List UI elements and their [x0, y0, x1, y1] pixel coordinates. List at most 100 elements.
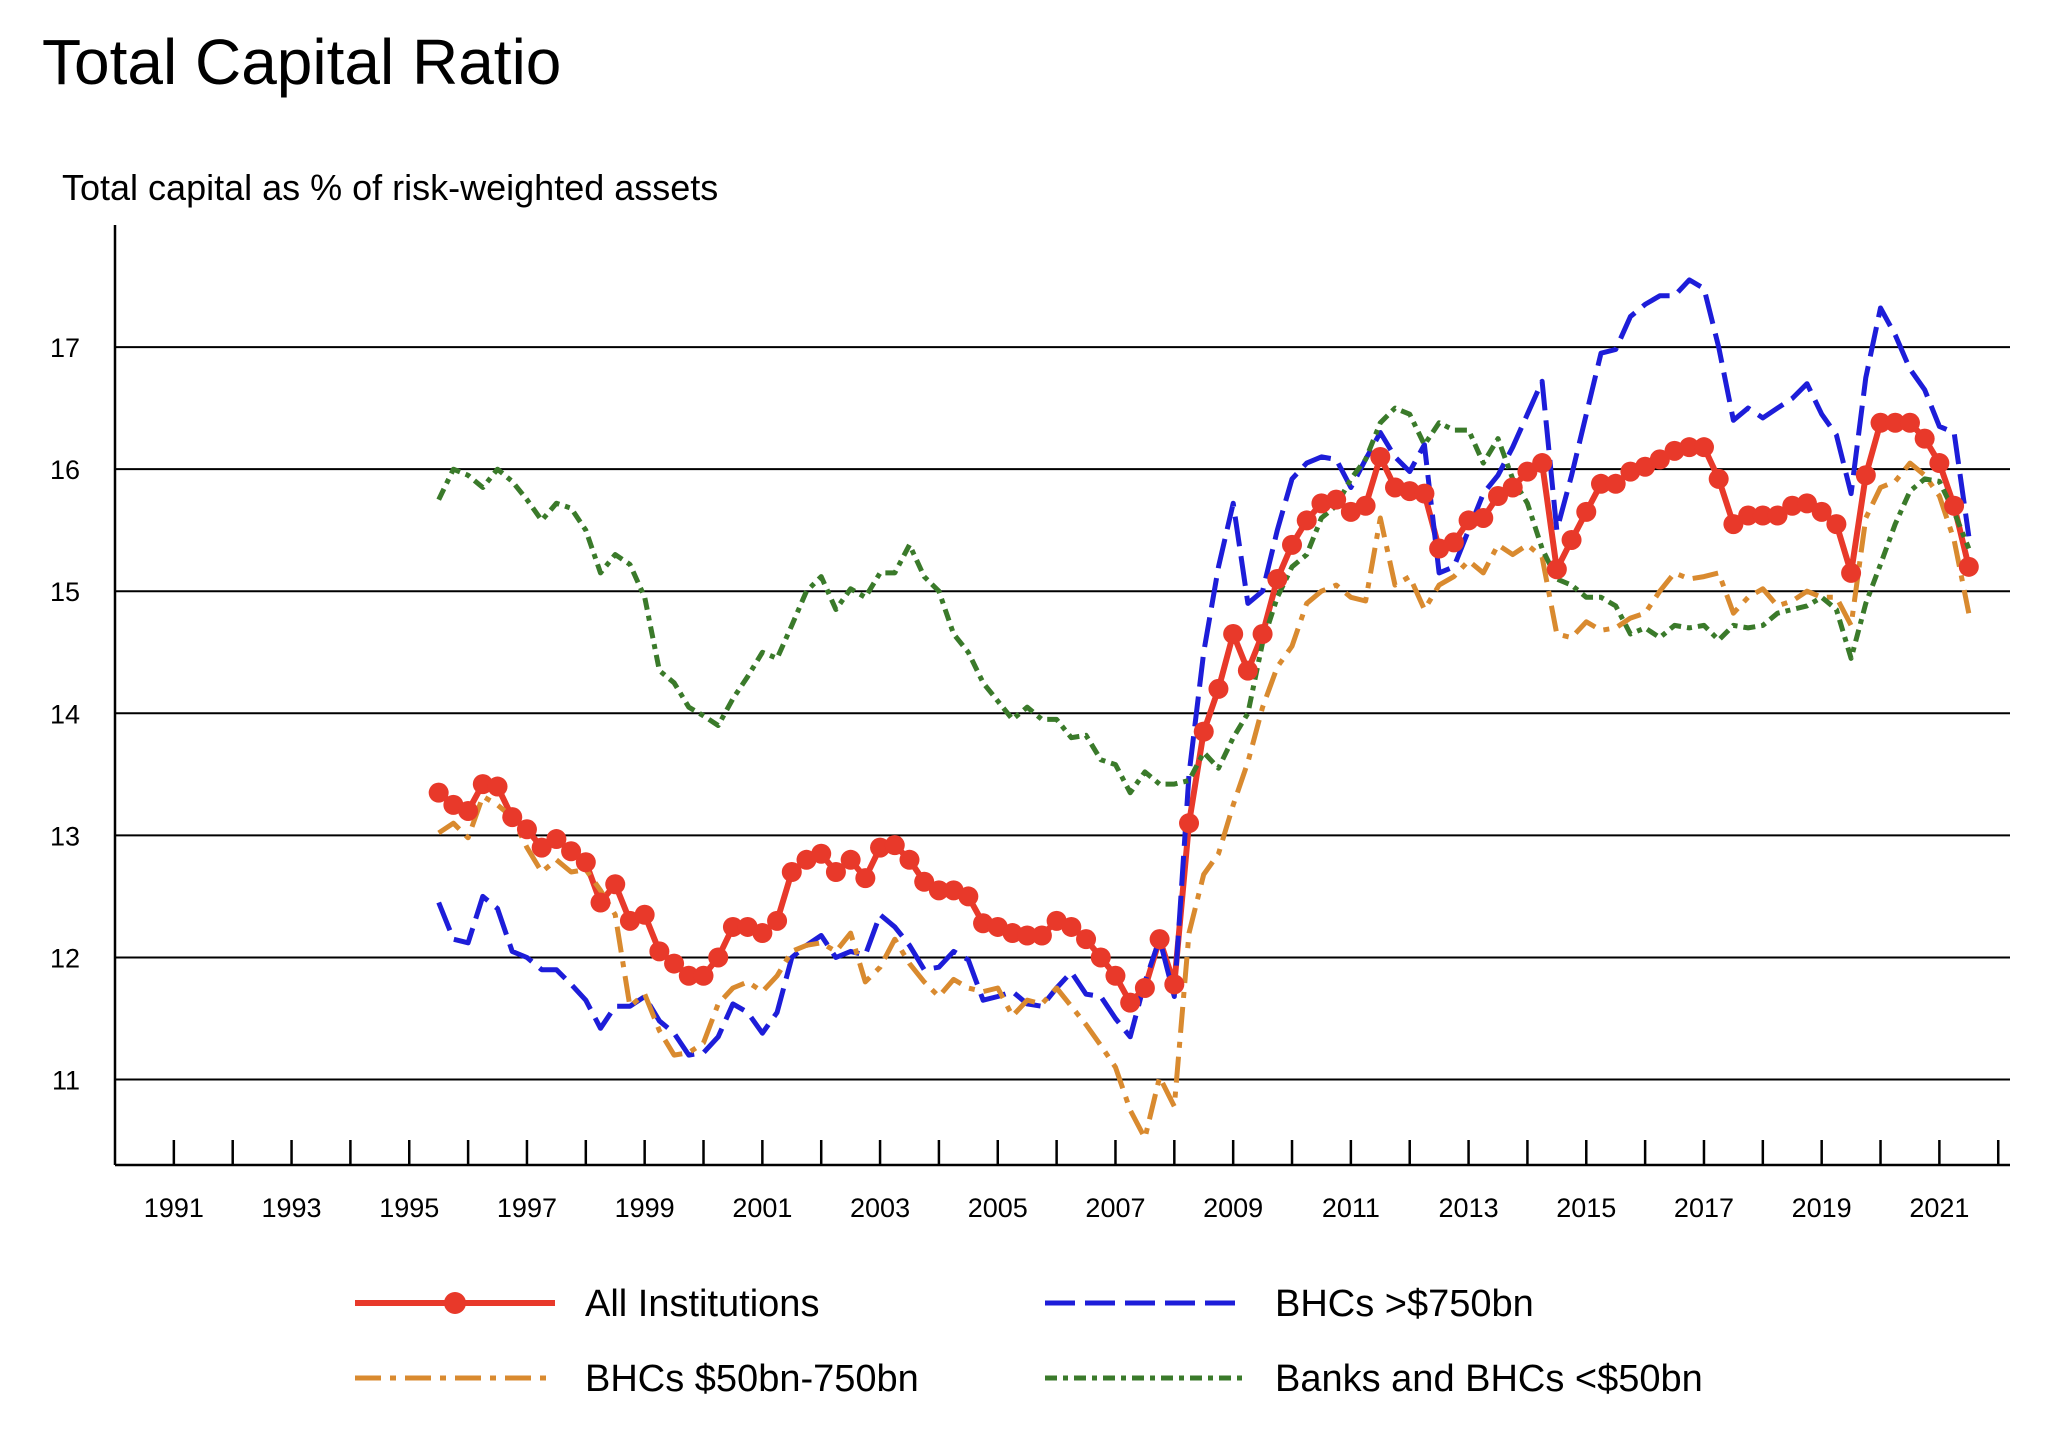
data-point: [1502, 477, 1523, 498]
series-line-3: [436, 405, 1972, 796]
data-point: [1782, 495, 1803, 516]
data-point: [1914, 428, 1935, 449]
data-point: [1796, 493, 1817, 514]
data-point: [428, 782, 449, 803]
data-point: [1061, 916, 1082, 937]
data-point: [1105, 965, 1126, 986]
ytick-label: 14: [50, 699, 80, 729]
ytick-label: 12: [50, 943, 80, 973]
data-point: [825, 862, 846, 883]
data-point: [840, 849, 861, 870]
data-point: [634, 904, 655, 925]
data-point: [1693, 437, 1714, 458]
data-point: [914, 871, 935, 892]
chart-subtitle: Total capital as % of risk-weighted asse…: [62, 167, 719, 208]
data-point: [752, 923, 773, 944]
xtick-label: 1999: [615, 1193, 675, 1223]
legend-label: All Institutions: [585, 1283, 819, 1325]
data-point: [1458, 510, 1479, 531]
data-point: [1326, 489, 1347, 510]
data-point: [1517, 461, 1538, 482]
data-point: [1855, 465, 1876, 486]
data-point: [516, 819, 537, 840]
data-point: [1944, 495, 1965, 516]
series-lines: [428, 277, 1979, 1141]
data-point: [811, 843, 832, 864]
data-point: [1546, 559, 1567, 580]
data-point: [1532, 453, 1553, 474]
data-point: [678, 965, 699, 986]
data-point: [1134, 977, 1155, 998]
xtick-label: 2015: [1556, 1193, 1616, 1223]
series-line-1: [436, 277, 1972, 1058]
data-point: [1399, 481, 1420, 502]
xtick-label: 2009: [1203, 1193, 1263, 1223]
data-point: [1561, 529, 1582, 550]
xtick-label: 2003: [850, 1193, 910, 1223]
data-point: [1767, 505, 1788, 526]
ytick-label: 17: [50, 333, 80, 363]
data-point: [531, 837, 552, 858]
data-point: [1487, 486, 1508, 507]
ytick-label: 13: [50, 821, 80, 851]
data-point: [1958, 556, 1979, 577]
data-point: [1826, 514, 1847, 535]
data-point: [1208, 678, 1229, 699]
data-point: [1811, 501, 1832, 522]
data-point: [1296, 510, 1317, 531]
data-point: [1414, 483, 1435, 504]
ytick-label: 11: [52, 1066, 80, 1096]
data-point: [649, 941, 670, 962]
axes: 11 12 13 14 15 16 17 1991 1993 1995 1997 1999 2001 20…: [50, 225, 2010, 1223]
xtick-label: 2019: [1792, 1193, 1852, 1223]
data-point: [1870, 412, 1891, 433]
data-point: [781, 862, 802, 883]
data-point: [958, 886, 979, 907]
data-point: [561, 841, 582, 862]
data-point: [1841, 562, 1862, 583]
data-point: [693, 965, 714, 986]
data-point: [1120, 992, 1141, 1013]
data-point: [1738, 505, 1759, 526]
data-point: [1252, 623, 1273, 644]
data-point: [1370, 446, 1391, 467]
data-point: [1282, 534, 1303, 555]
data-point: [605, 874, 626, 895]
data-point: [546, 829, 567, 850]
chart-title: Total Capital Ratio: [42, 26, 562, 98]
data-point: [899, 849, 920, 870]
data-point: [664, 953, 685, 974]
data-point: [1708, 468, 1729, 489]
xtick-label: 1997: [497, 1193, 557, 1223]
gridlines: [115, 346, 2010, 1081]
data-point: [767, 910, 788, 931]
data-point: [1576, 501, 1597, 522]
xtick-label: 2021: [1909, 1193, 1969, 1223]
data-point: [855, 868, 876, 889]
xtick-label: 2011: [1322, 1193, 1380, 1223]
xtick-label: 1991: [144, 1193, 204, 1223]
data-point: [1752, 505, 1773, 526]
data-point: [1590, 473, 1611, 494]
data-point: [575, 852, 596, 873]
data-point: [1017, 925, 1038, 946]
xtick-label: 2017: [1674, 1193, 1734, 1223]
data-point: [1223, 623, 1244, 644]
data-point: [1164, 974, 1185, 995]
legend-label: Banks and BHCs <$50bn: [1275, 1358, 1703, 1400]
data-point: [487, 776, 508, 797]
series-line-2: [437, 460, 1972, 1141]
data-point: [1031, 925, 1052, 946]
data-point: [1267, 569, 1288, 590]
xtick-label: 2013: [1439, 1193, 1499, 1223]
ytick-label: 15: [50, 577, 80, 607]
data-point: [722, 916, 743, 937]
data-point: [884, 835, 905, 856]
data-point: [1443, 532, 1464, 553]
legend-marker: [444, 1292, 466, 1314]
data-point: [870, 837, 891, 858]
data-point: [1679, 437, 1700, 458]
legend: All Institutions BHCs >$750bn BHCs $50bn-7…: [355, 1283, 1703, 1400]
data-point: [1237, 660, 1258, 681]
